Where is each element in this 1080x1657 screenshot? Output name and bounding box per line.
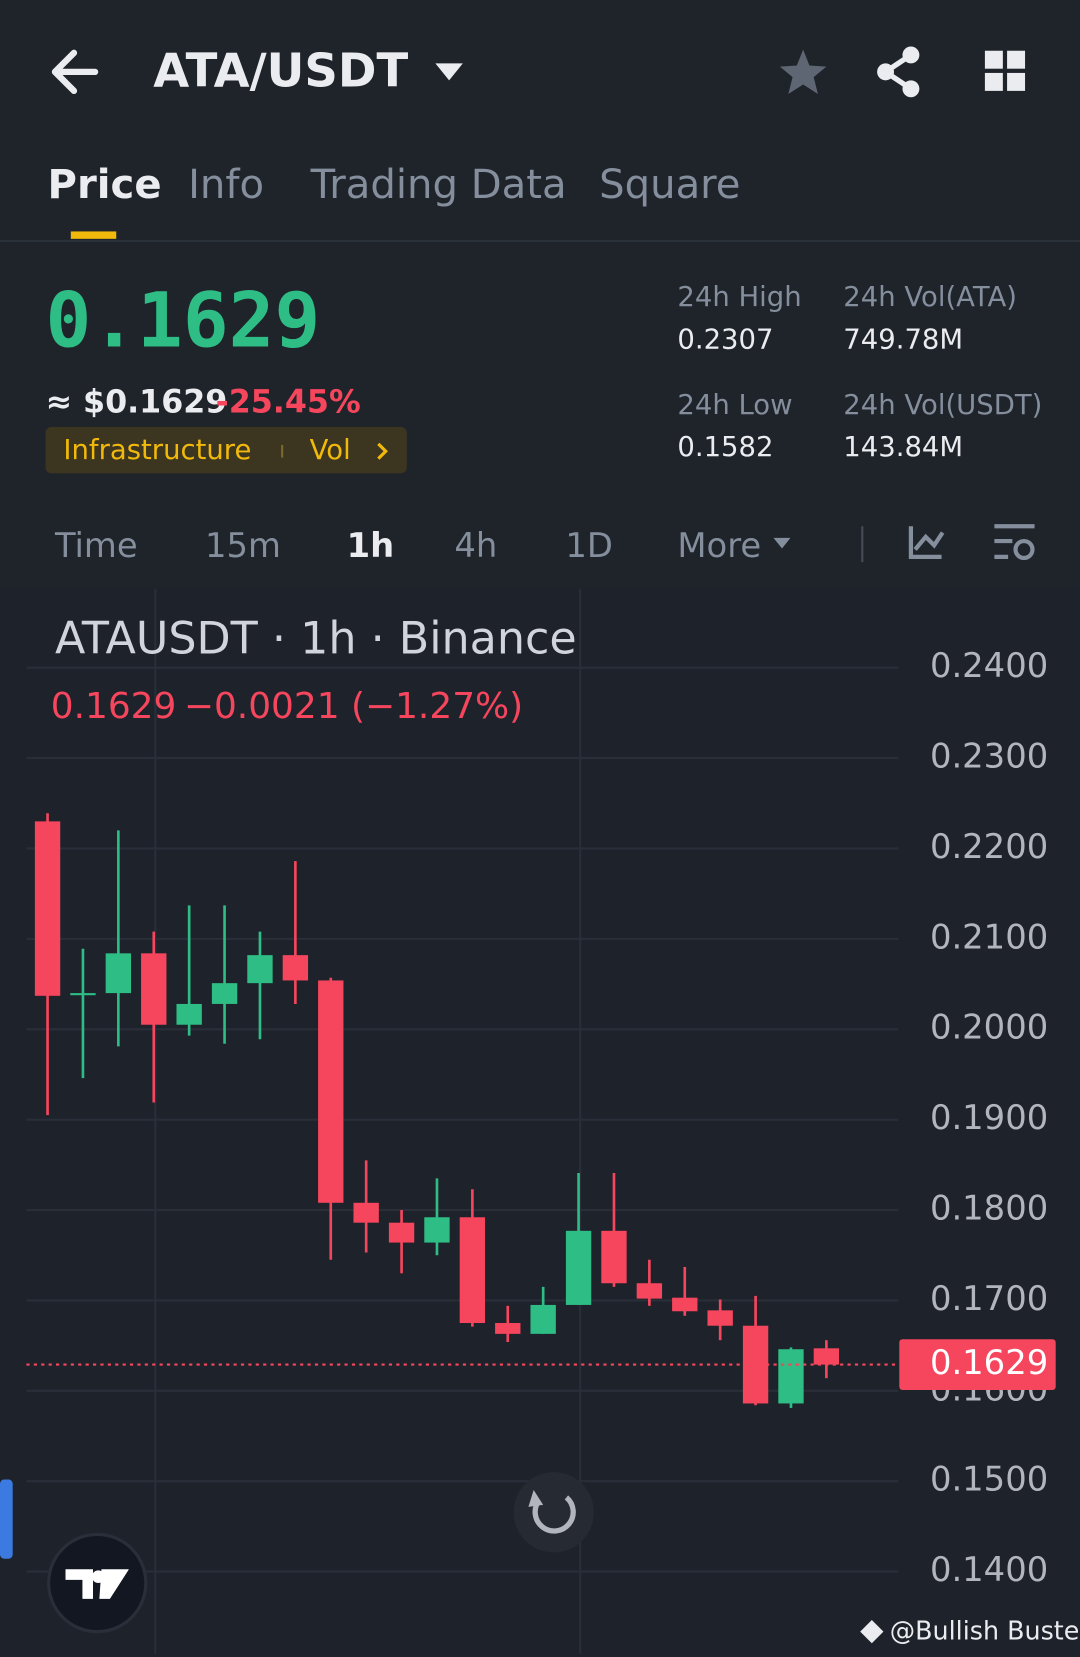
candle-body xyxy=(424,1217,450,1243)
interval[interactable]: 1h xyxy=(347,526,395,565)
stat-value: 143.84M xyxy=(843,432,963,463)
pair-dropdown[interactable] xyxy=(435,63,463,81)
favorite-star[interactable] xyxy=(779,49,827,95)
grid-menu[interactable] xyxy=(984,50,1026,91)
y-tick-label: 0.1900 xyxy=(930,1098,1048,1137)
chart-title: ATAUSDT · 1h · Binance xyxy=(55,613,577,664)
candle-body xyxy=(813,1348,840,1365)
back-button[interactable] xyxy=(51,49,99,95)
candle-body xyxy=(34,821,61,996)
y-tick-label: 0.2100 xyxy=(930,917,1048,956)
stat-value: 749.78M xyxy=(843,324,963,355)
stat-label: 24h Vol(USDT) xyxy=(843,390,1042,421)
pair-title[interactable]: ATA/USDT xyxy=(153,43,408,97)
candle-body xyxy=(495,1323,521,1334)
stat-label: 24h High xyxy=(677,282,801,313)
candle-body xyxy=(636,1283,663,1299)
tag[interactable]: Infrastructure xyxy=(63,435,251,466)
candle-body xyxy=(388,1222,415,1243)
tag[interactable]: Vol xyxy=(310,435,351,466)
reset-button[interactable] xyxy=(513,1472,594,1553)
last-price-label: 0.1629 xyxy=(930,1343,1048,1382)
last-price-badge xyxy=(899,1339,1056,1390)
stat-label: 24h Vol(ATA) xyxy=(843,282,1017,313)
tab[interactable]: Price xyxy=(48,162,162,208)
candle-body xyxy=(353,1202,379,1223)
share-button[interactable] xyxy=(877,46,920,98)
indicator-button[interactable] xyxy=(908,526,945,560)
y-tick-label: 0.2000 xyxy=(930,1008,1048,1047)
interval[interactable]: Time xyxy=(54,526,138,565)
candle-body xyxy=(778,1349,804,1404)
tag-box[interactable] xyxy=(45,426,407,474)
y-tick-label: 0.2300 xyxy=(930,737,1048,776)
candle-body xyxy=(601,1230,627,1284)
interval[interactable]: 1D xyxy=(565,526,613,565)
y-tick-label: 0.2400 xyxy=(930,646,1048,685)
y-tick-label: 0.1500 xyxy=(930,1460,1048,1499)
y-tick-label: 0.2200 xyxy=(930,827,1048,866)
settings-button[interactable] xyxy=(994,524,1035,561)
candle-body xyxy=(141,953,167,1025)
usd-price: ≈ $0.1629 xyxy=(45,385,227,421)
candle-body xyxy=(70,993,96,996)
y-tick-label: 0.1800 xyxy=(930,1189,1048,1228)
interval[interactable]: More xyxy=(677,526,761,565)
candle-body xyxy=(530,1304,556,1334)
candle-body xyxy=(565,1230,592,1305)
tradingview-logo[interactable] xyxy=(47,1532,148,1634)
candle-body xyxy=(282,955,309,981)
candle-body xyxy=(672,1297,698,1312)
candle-body xyxy=(318,980,344,1203)
side-tab[interactable] xyxy=(0,1479,13,1559)
interval[interactable]: 4h xyxy=(454,526,497,565)
price-change: -25.45% xyxy=(216,385,361,421)
watermark-icon xyxy=(860,1620,884,1644)
legend-change: −0.0021 (−1.27%) xyxy=(184,686,523,727)
y-tick-label: 0.1700 xyxy=(930,1279,1048,1318)
tab[interactable]: Info xyxy=(188,162,264,208)
stat-label: 24h Low xyxy=(677,390,792,421)
interval[interactable]: 15m xyxy=(205,526,281,565)
legend-price: 0.1629 xyxy=(51,686,177,727)
candle-body xyxy=(707,1310,733,1326)
candle-body xyxy=(105,953,132,994)
candle-body xyxy=(459,1217,486,1324)
candle-body xyxy=(247,955,273,984)
active-tab-indicator xyxy=(70,231,117,239)
tag-arrow xyxy=(377,442,388,460)
tab[interactable]: Trading Data xyxy=(310,162,567,208)
stat-value: 0.2307 xyxy=(677,324,773,355)
candle-body xyxy=(211,983,238,1004)
last-price: 0.1629 xyxy=(45,275,320,364)
watermark: @Bullish Buster xyxy=(890,1616,1080,1646)
tab[interactable]: Square xyxy=(599,162,740,208)
stat-value: 0.1582 xyxy=(677,432,773,463)
more-dropdown[interactable] xyxy=(773,537,791,549)
y-tick-label: 0.1400 xyxy=(930,1550,1048,1589)
candle-body xyxy=(176,1003,202,1025)
